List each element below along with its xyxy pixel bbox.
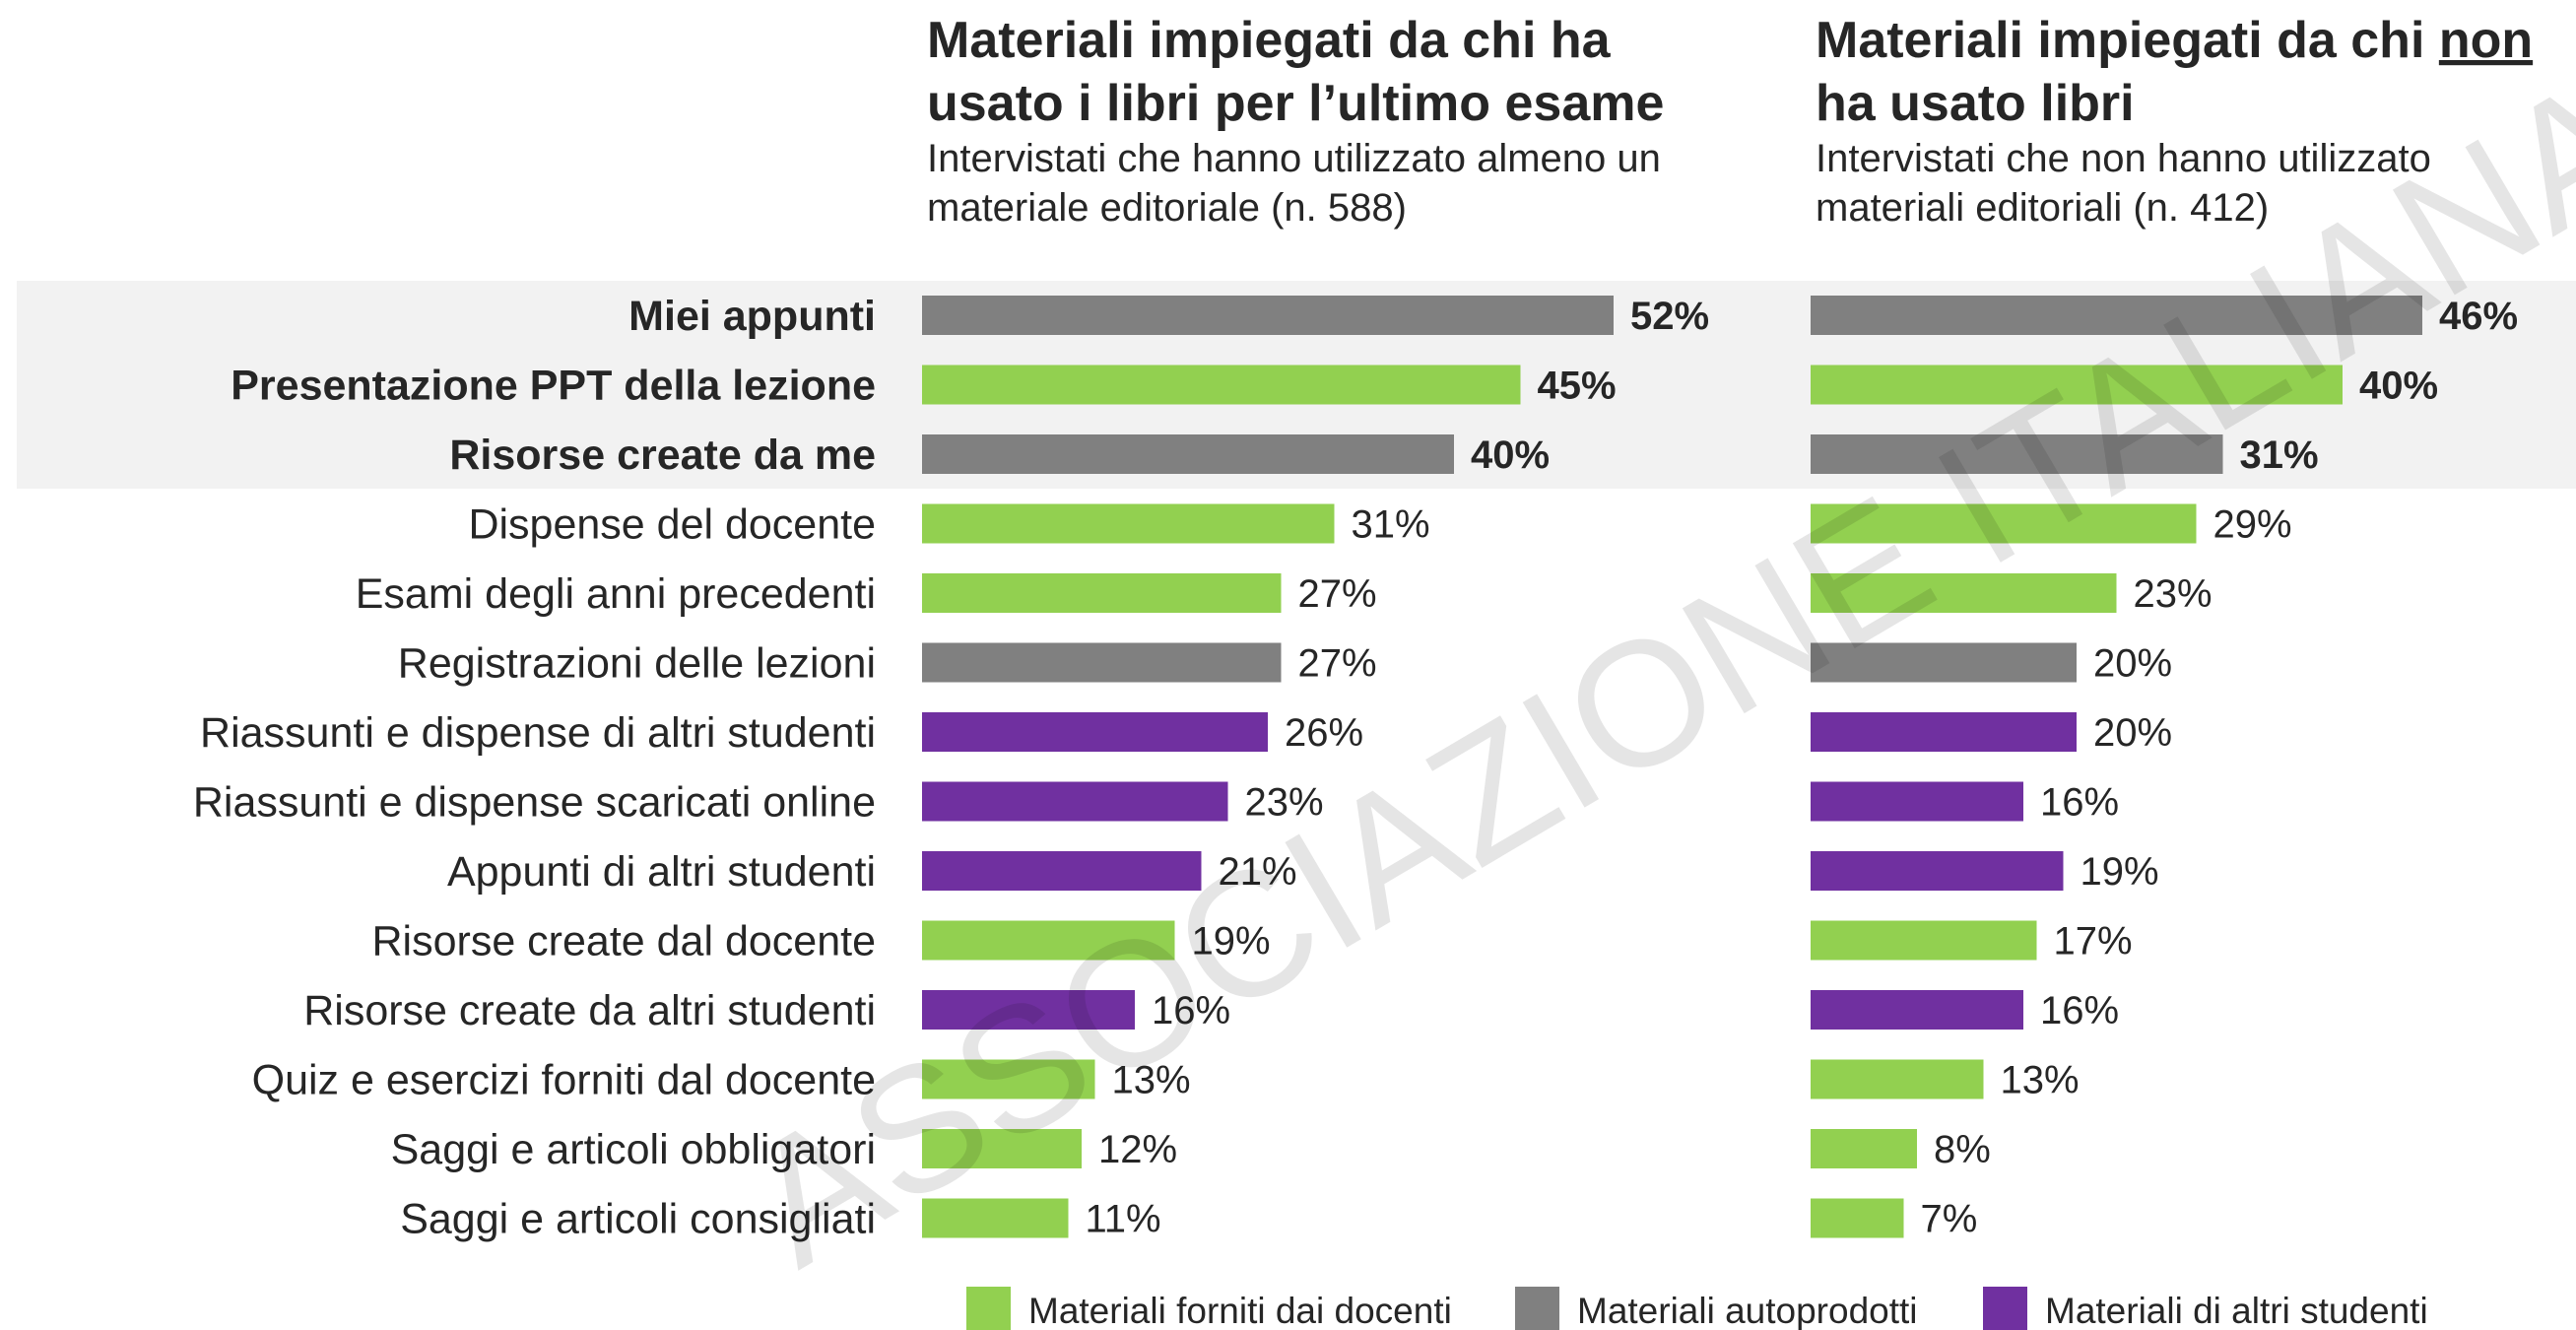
value-label: 23% [1245, 781, 1324, 825]
value-label: 13% [1112, 1059, 1191, 1102]
chart-subtitle: Intervistati che hanno utilizzato almeno… [927, 137, 1661, 180]
value-label: 17% [2054, 920, 2133, 964]
value-label: 45% [1538, 365, 1617, 408]
chart-subtitle: materiale editoriale (n. 588) [927, 186, 1407, 230]
value-label: 52% [1630, 295, 1709, 338]
chart-title: Materiali impiegati da chi ha [927, 12, 1612, 69]
category-label: Risorse create dal docente [371, 918, 876, 965]
bar [1811, 503, 2197, 544]
category-label: Esami degli anni precedenti [356, 570, 876, 618]
chart-title: ha usato libri [1816, 75, 2135, 132]
bar [922, 1129, 1082, 1168]
bar [1811, 365, 2343, 405]
category-label: Appunti di altri studenti [447, 848, 876, 896]
value-label: 23% [2134, 572, 2213, 616]
bar [922, 1059, 1095, 1099]
bar [922, 296, 1614, 335]
bar [1811, 1059, 1984, 1099]
category-label: Risorse create da me [449, 432, 876, 479]
bar [1811, 990, 2023, 1030]
category-label: Risorse create da altri studenti [303, 987, 876, 1034]
category-label: Miei appunti [628, 293, 876, 340]
bar [922, 920, 1175, 961]
legend-label: Materiali autoprodotti [1577, 1291, 1918, 1330]
value-label: 7% [1921, 1198, 1978, 1241]
value-label: 40% [1471, 433, 1550, 477]
value-label: 12% [1098, 1128, 1177, 1171]
title-run: ha usato libri [1816, 75, 2135, 132]
value-label: 20% [2093, 642, 2172, 686]
bar [922, 365, 1521, 405]
bar [922, 990, 1135, 1030]
category-label: Riassunti e dispense di altri studenti [200, 709, 876, 757]
bar [1811, 1198, 1904, 1238]
legend-swatch [1983, 1287, 2027, 1330]
value-label: 16% [1152, 989, 1230, 1032]
category-label: Quiz e esercizi forniti dal docente [252, 1057, 876, 1104]
category-label: Saggi e articoli consigliati [400, 1196, 876, 1243]
value-label: 27% [1298, 572, 1377, 616]
bar [922, 712, 1268, 752]
chart-subtitle: Intervistati che non hanno utilizzato [1816, 137, 2431, 180]
value-label: 11% [1086, 1198, 1161, 1241]
bar [922, 1198, 1069, 1238]
category-label: Riassunti e dispense scaricati online [193, 779, 876, 827]
value-label: 16% [2040, 781, 2119, 825]
value-label: 29% [2213, 503, 2292, 547]
category-label: Registrazioni delle lezioni [398, 640, 876, 688]
category-label: Presentazione PPT della lezione [231, 363, 876, 410]
value-label: 40% [2359, 365, 2438, 408]
bar [922, 642, 1282, 683]
bar [922, 781, 1228, 822]
title-run: usato i libri per l’ultimo esame [927, 75, 1664, 132]
value-label: 16% [2040, 989, 2119, 1032]
value-label: 26% [1285, 711, 1363, 755]
value-label: 8% [1934, 1128, 1991, 1171]
legend-swatch [1515, 1287, 1559, 1330]
bar [1811, 851, 2064, 891]
value-label: 31% [2240, 433, 2319, 477]
bar [1811, 1129, 1917, 1168]
bar [922, 434, 1454, 474]
value-label: 19% [2081, 850, 2159, 894]
legend-swatch [966, 1287, 1011, 1330]
title-run: Materiali impiegati da chi ha [927, 12, 1612, 69]
legend-label: Materiali forniti dai docenti [1028, 1291, 1452, 1330]
value-label: 13% [2001, 1059, 2080, 1102]
value-label: 19% [1192, 920, 1271, 964]
bar [922, 503, 1335, 544]
chart-title: Materiali impiegati da chi non [1816, 12, 2533, 69]
value-label: 21% [1219, 850, 1297, 894]
chart-title: usato i libri per l’ultimo esame [927, 75, 1664, 132]
bar [1811, 781, 2023, 822]
title-run: Materiali impiegati da chi [1816, 12, 2439, 69]
category-label: Dispense del docente [468, 501, 876, 549]
bar [1811, 434, 2223, 474]
bar [922, 573, 1282, 613]
bar [922, 851, 1202, 891]
bar [1811, 573, 2117, 613]
chart-subtitle: materiali editoriali (n. 412) [1816, 186, 2269, 230]
title-run: non [2439, 12, 2533, 69]
legend-label: Materiali di altri studenti [2045, 1291, 2428, 1330]
bar [1811, 296, 2422, 335]
value-label: 46% [2439, 295, 2518, 338]
category-label: Saggi e articoli obbligatori [391, 1126, 876, 1173]
value-label: 27% [1298, 642, 1377, 686]
bar [1811, 712, 2077, 752]
bar [1811, 642, 2077, 683]
value-label: 20% [2093, 711, 2172, 755]
bar [1811, 920, 2037, 961]
value-label: 31% [1352, 503, 1430, 547]
